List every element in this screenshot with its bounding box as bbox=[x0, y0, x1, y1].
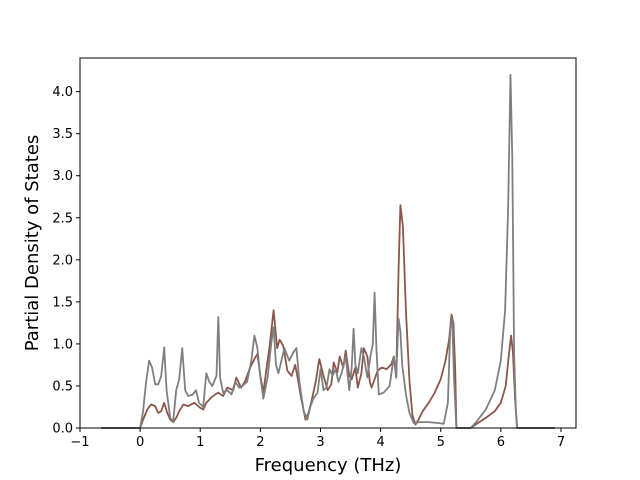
x-tick-label: 1 bbox=[196, 435, 204, 450]
y-tick-label: 1.5 bbox=[52, 295, 73, 310]
y-tick-label: 2.5 bbox=[52, 211, 73, 226]
x-tick-label: 3 bbox=[316, 435, 324, 450]
x-tick-label: 5 bbox=[437, 435, 445, 450]
series-line-2 bbox=[101, 73, 555, 429]
x-axis: −1 0 1 2 3 4 5 6 7 bbox=[70, 428, 565, 450]
y-tick-label: 3.5 bbox=[52, 127, 73, 142]
x-tick-label: 4 bbox=[376, 435, 384, 450]
y-axis-label: Partial Density of States bbox=[22, 135, 43, 352]
plot-frame bbox=[79, 57, 577, 429]
y-tick-label: 2.0 bbox=[52, 253, 73, 268]
y-axis: 0.0 0.5 1.0 1.5 2.0 2.5 3.0 3.5 4.0 bbox=[52, 85, 80, 437]
x-tick-label: −1 bbox=[70, 435, 89, 450]
y-tick-label: 3.0 bbox=[52, 169, 73, 184]
x-axis-label: Frequency (THz) bbox=[255, 455, 402, 476]
x-tick-label: 2 bbox=[256, 435, 264, 450]
x-tick-label: 6 bbox=[497, 435, 505, 450]
y-tick-label: 4.0 bbox=[52, 85, 73, 100]
y-tick-label: 1.0 bbox=[52, 337, 73, 352]
series-line-1 bbox=[101, 204, 555, 429]
x-tick-label: 7 bbox=[557, 435, 565, 450]
y-tick-label: 0.0 bbox=[52, 422, 73, 437]
x-tick-label: 0 bbox=[136, 435, 144, 450]
y-tick-label: 0.5 bbox=[52, 379, 73, 394]
series-layer bbox=[101, 73, 555, 429]
